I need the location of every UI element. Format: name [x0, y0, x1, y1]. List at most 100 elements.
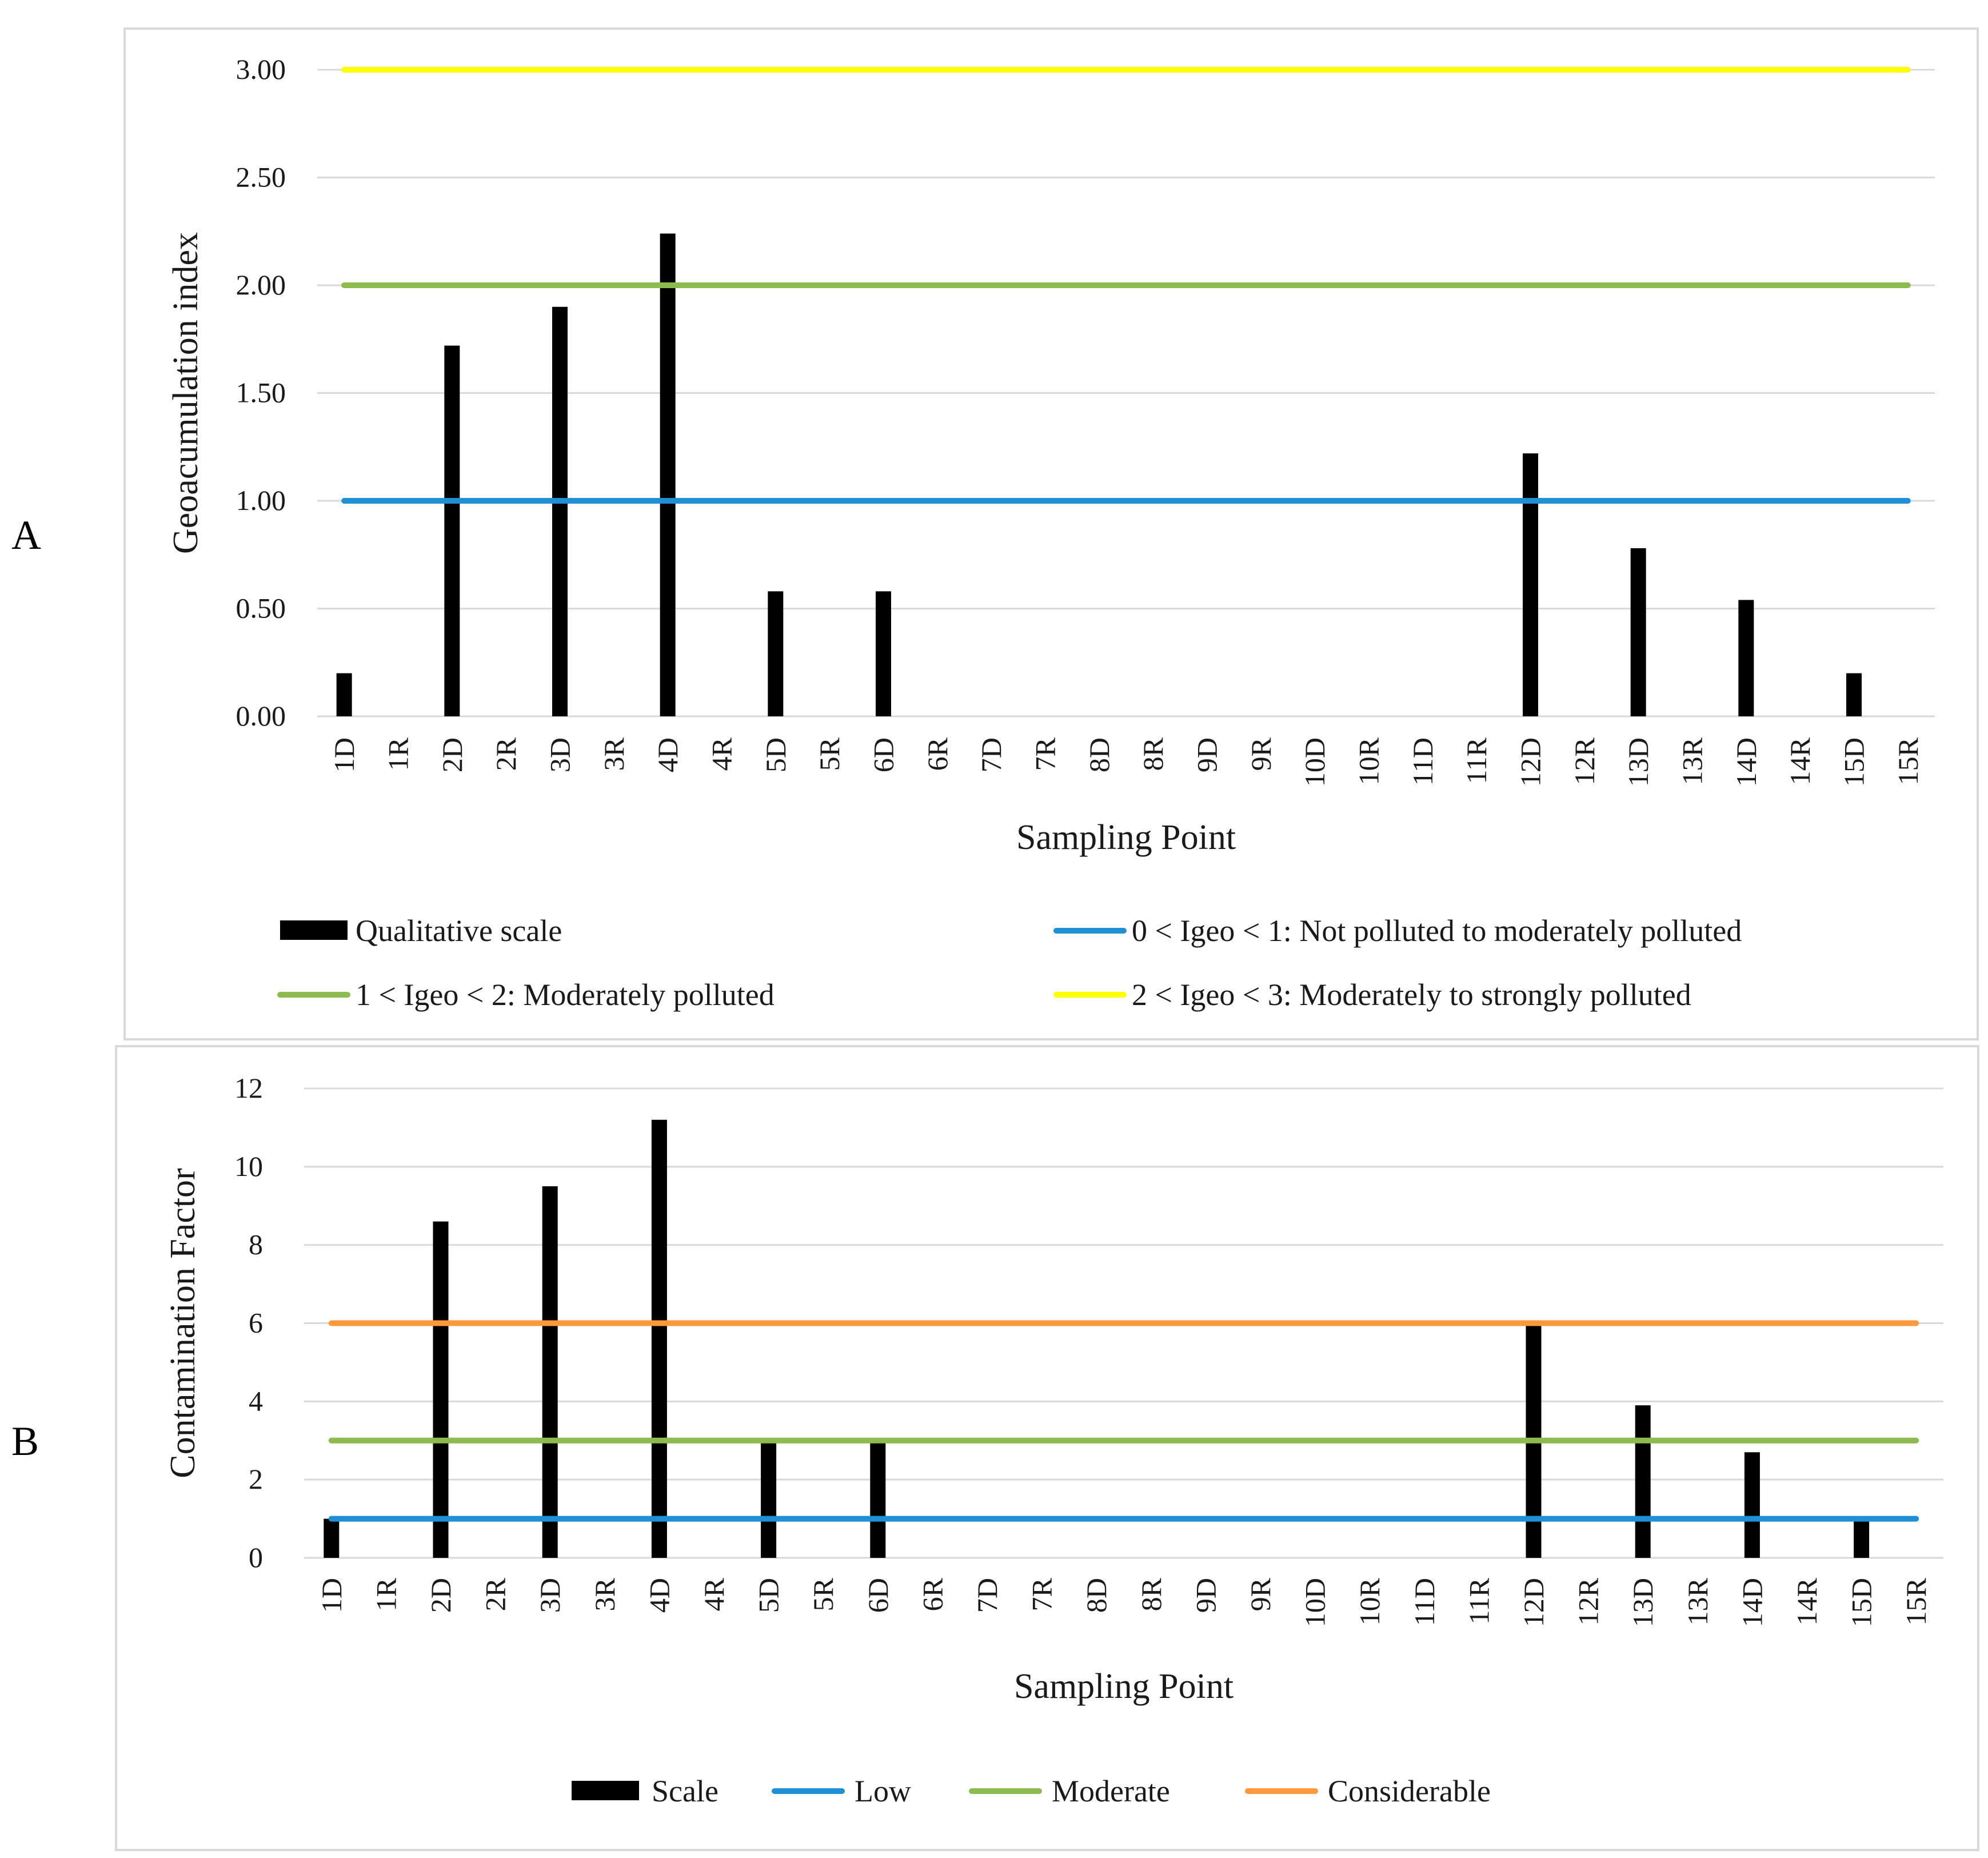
- x-tick-label: 14D: [1730, 737, 1762, 787]
- y-tick-label: 4: [249, 1385, 263, 1417]
- x-tick-label: 1D: [328, 737, 360, 772]
- x-tick-label: 12R: [1572, 1577, 1604, 1625]
- x-tick-label: 9R: [1244, 1577, 1276, 1611]
- x-tick-label: 7D: [971, 1578, 1003, 1613]
- x-tick-label: 1D: [316, 1578, 348, 1613]
- x-tick-label: 5D: [760, 737, 792, 772]
- legend-label: Considerable: [1328, 1774, 1491, 1808]
- x-tick-label: 4R: [698, 1577, 730, 1611]
- y-tick-label: 8: [249, 1229, 263, 1261]
- bar: [336, 673, 352, 716]
- chart-1: 0.00 0.50 1.00 1.50 2.00 2.50 3.00 1D 1R 2D 2R 3D 3R…: [123, 27, 1979, 1040]
- panel-label-b: B: [11, 1418, 39, 1464]
- bar: [433, 1221, 449, 1558]
- legend-label: Moderate: [1052, 1774, 1170, 1808]
- x-tick-label: 6D: [868, 737, 900, 772]
- bar: [660, 233, 676, 716]
- x-tick-label: 2R: [480, 1577, 512, 1611]
- bar: [444, 345, 460, 716]
- legend-label: 0 < Igeo < 1: Not polluted to moderately…: [1132, 914, 1742, 948]
- x-tick-label: 3D: [544, 737, 576, 772]
- y-tick-label: 1.00: [236, 484, 286, 516]
- x-tick-label: 13R: [1676, 737, 1708, 785]
- x-tick-label: 11R: [1463, 1577, 1495, 1624]
- x-axis-title: Sampling Point: [1016, 818, 1236, 857]
- y-tick-label: 0: [249, 1541, 263, 1573]
- x-tick-label: 10D: [1299, 1578, 1331, 1627]
- bar: [1738, 600, 1754, 716]
- y-tick-label: 3.00: [236, 53, 286, 85]
- x-tick-label: 6R: [921, 737, 953, 771]
- y-tick-label: 0.50: [236, 592, 286, 624]
- x-tick-label: 3R: [598, 737, 630, 771]
- x-tick-label: 9R: [1245, 737, 1277, 771]
- legend-label: Scale: [652, 1774, 718, 1808]
- bar: [1846, 673, 1862, 716]
- bar: [761, 1440, 777, 1558]
- y-tick-label: 10: [234, 1150, 263, 1182]
- y-axis-title: Geoacumulation index: [166, 232, 205, 554]
- x-tick-label: 14D: [1736, 1578, 1768, 1627]
- x-tick-label: 13D: [1622, 737, 1654, 787]
- bar: [1635, 1405, 1651, 1558]
- panel-label-a: A: [11, 512, 41, 558]
- x-tick-label: 15R: [1892, 737, 1924, 785]
- x-tick-label: 15R: [1900, 1577, 1932, 1625]
- x-tick-label: 7R: [1026, 1577, 1058, 1611]
- x-tick-label: 8D: [1080, 1578, 1112, 1613]
- x-tick-label: 6R: [916, 1577, 948, 1611]
- x-tick-label: 12R: [1568, 737, 1600, 785]
- y-tick-label: 0.00: [236, 700, 286, 732]
- chart-2: 0 2 4 6 8 10 12 1D 1R 2D 2R 3D 3R 4D 4R 5D 5R 6D 6R 7D 7R 8D 8…: [115, 1045, 1979, 1851]
- x-tick-label: 10R: [1354, 1577, 1386, 1625]
- x-tick-label: 9D: [1191, 737, 1223, 772]
- y-tick-label: 6: [249, 1307, 263, 1339]
- x-tick-label: 5D: [753, 1578, 785, 1613]
- y-tick-label: 1.50: [236, 377, 286, 409]
- bar: [1630, 548, 1646, 716]
- chart-frame: [115, 1045, 1979, 1851]
- x-tick-label: 13D: [1627, 1578, 1659, 1627]
- y-axis-title: Contamination Factor: [163, 1168, 202, 1478]
- x-tick-label: 2D: [425, 1578, 457, 1613]
- x-axis-title: Sampling Point: [1014, 1667, 1233, 1706]
- bar: [324, 1518, 340, 1558]
- bar: [768, 591, 784, 716]
- x-tick-label: 12D: [1518, 1578, 1550, 1627]
- legend-label: 2 < Igeo < 3: Moderately to strongly pol…: [1132, 978, 1691, 1012]
- bar: [1744, 1452, 1760, 1558]
- x-tick-label: 8D: [1083, 737, 1115, 772]
- x-tick-label: 11D: [1408, 1578, 1440, 1626]
- x-tick-label: 6D: [862, 1578, 894, 1613]
- bar: [876, 591, 891, 716]
- x-tick-label: 14R: [1784, 737, 1816, 785]
- x-tick-label: 12D: [1515, 737, 1547, 787]
- x-tick-label: 2D: [436, 737, 468, 772]
- x-tick-label: 8R: [1135, 1577, 1167, 1611]
- x-tick-label: 2R: [490, 737, 522, 771]
- x-tick-label: 9D: [1189, 1578, 1221, 1613]
- x-tick-label: 7D: [975, 737, 1007, 772]
- x-tick-label: 4R: [706, 737, 738, 771]
- y-tick-label: 2.00: [236, 269, 286, 301]
- y-tick-label: 2: [249, 1463, 263, 1495]
- x-tick-label: 1R: [382, 737, 414, 771]
- y-tick-label: 12: [234, 1072, 263, 1104]
- legend-label: Qualitative scale: [356, 914, 562, 948]
- x-tick-label: 7R: [1029, 737, 1061, 771]
- x-tick-label: 10R: [1353, 737, 1385, 785]
- bar: [1523, 453, 1538, 716]
- bar: [1854, 1518, 1870, 1558]
- x-tick-label: 11R: [1460, 737, 1492, 784]
- legend-label: Low: [855, 1774, 911, 1808]
- legend-swatch: [280, 920, 348, 940]
- bar: [870, 1440, 886, 1558]
- x-tick-label: 3D: [534, 1578, 566, 1613]
- y-tick-label: 2.50: [236, 161, 286, 193]
- x-tick-label: 1R: [370, 1577, 402, 1611]
- x-tick-label: 14R: [1791, 1577, 1823, 1625]
- bar: [542, 1186, 558, 1558]
- bar: [552, 306, 568, 716]
- x-tick-label: 15D: [1838, 737, 1870, 787]
